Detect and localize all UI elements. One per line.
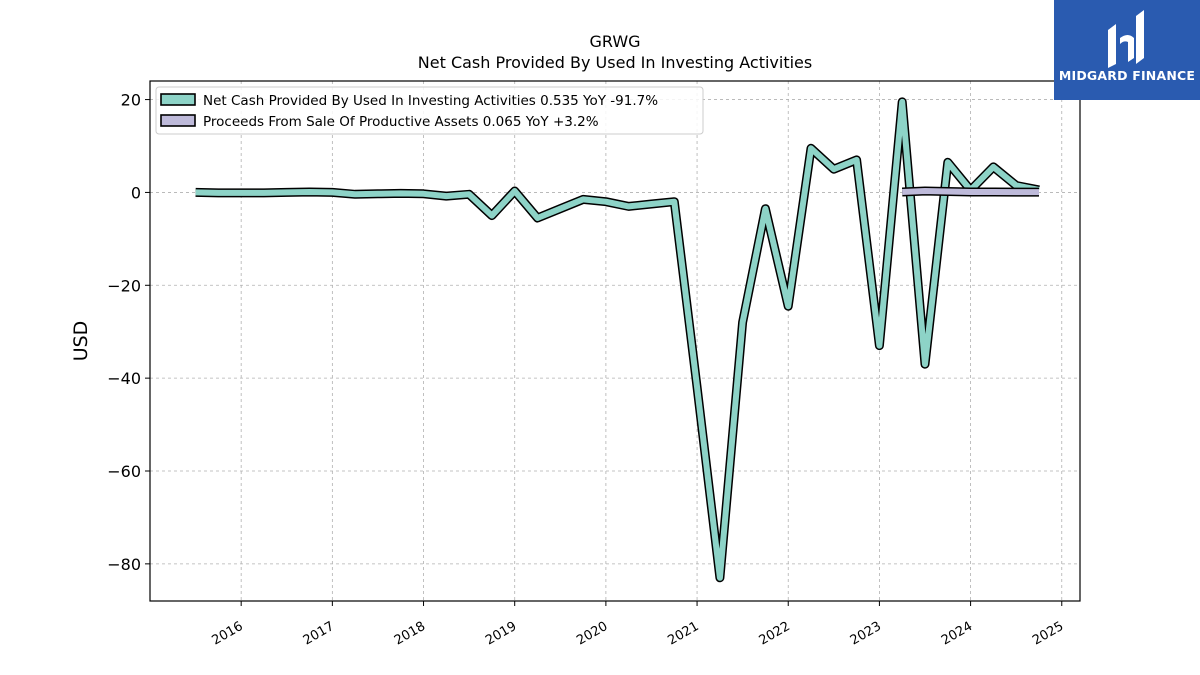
x-tick-label: 2016 bbox=[210, 619, 246, 649]
y-tick-label: 20 bbox=[121, 91, 141, 110]
x-tick-label: 2025 bbox=[1030, 619, 1066, 649]
brand-logo: MIDGARD FINANCE bbox=[1054, 0, 1200, 100]
axes: 20 0 −20 −40 −60 −80 2016 2017 2018 2019 2020 2021 2… bbox=[107, 91, 1066, 649]
x-tick-label: 2019 bbox=[483, 619, 519, 649]
y-tick-label: −20 bbox=[107, 276, 141, 295]
y-axis-label: USD bbox=[70, 321, 92, 362]
grid bbox=[150, 81, 1080, 601]
legend-swatch-proceeds bbox=[160, 114, 196, 127]
x-tick-label: 2021 bbox=[665, 619, 701, 649]
x-tick-label: 2022 bbox=[757, 619, 793, 649]
y-tick-label: 0 bbox=[131, 183, 141, 202]
legend-label-net-cash: Net Cash Provided By Used In Investing A… bbox=[203, 93, 658, 109]
x-tick-label: 2020 bbox=[574, 619, 610, 649]
plot-frame bbox=[149, 80, 1081, 602]
series-outline bbox=[195, 97, 1040, 583]
chart-title: GRWG bbox=[589, 32, 640, 51]
legend: Net Cash Provided By Used In Investing A… bbox=[155, 86, 704, 135]
series-1 bbox=[902, 186, 1039, 197]
series-line bbox=[902, 188, 1039, 196]
y-tick-label: −60 bbox=[107, 462, 141, 481]
brand-name: MIDGARD FINANCE bbox=[1058, 68, 1196, 83]
series-layer bbox=[195, 97, 1040, 583]
series-line bbox=[195, 98, 1040, 581]
x-tick-label: 2024 bbox=[939, 619, 975, 649]
x-tick-label: 2023 bbox=[848, 619, 884, 649]
x-tick-label: 2017 bbox=[301, 619, 337, 649]
midgard-logo-icon bbox=[1108, 10, 1144, 68]
y-tick-label: −40 bbox=[107, 369, 141, 388]
series-0 bbox=[195, 97, 1040, 583]
legend-swatch-net-cash bbox=[160, 93, 196, 106]
legend-box bbox=[155, 86, 704, 135]
x-tick-label: 2018 bbox=[392, 619, 428, 649]
legend-label-proceeds: Proceeds From Sale Of Productive Assets … bbox=[203, 114, 599, 130]
chart-subtitle: Net Cash Provided By Used In Investing A… bbox=[418, 53, 812, 72]
y-tick-label: −80 bbox=[107, 555, 141, 574]
